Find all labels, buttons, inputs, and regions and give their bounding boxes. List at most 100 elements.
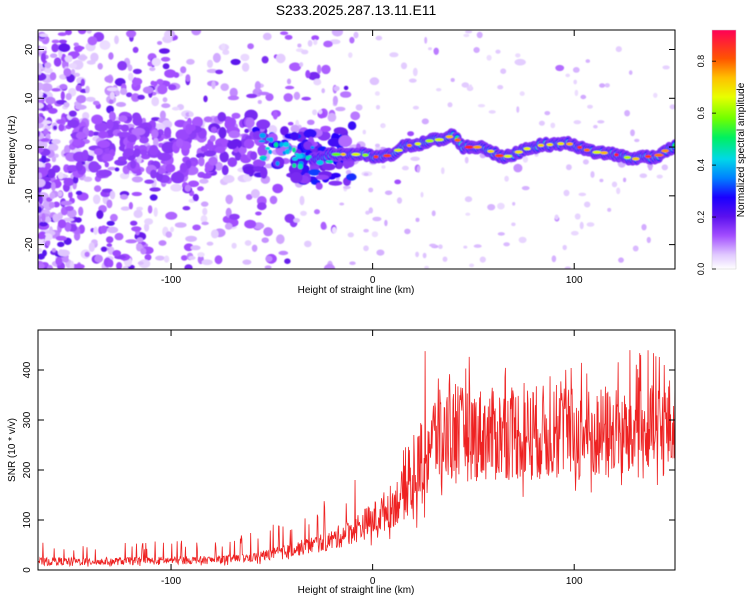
heatmap-cell xyxy=(363,245,369,252)
heatmap-cell xyxy=(91,114,103,125)
heatmap-cell xyxy=(538,120,545,126)
heatmap-cell xyxy=(244,240,252,246)
heatmap-cell xyxy=(187,180,200,188)
heatmap-cell xyxy=(265,93,274,101)
heatmap-cell xyxy=(60,91,65,101)
heatmap-cell xyxy=(574,89,579,97)
heatmap-cell xyxy=(201,259,213,266)
heatmap-cell xyxy=(523,147,531,151)
heatmap-cell xyxy=(264,265,272,269)
heatmap-cell xyxy=(94,185,102,193)
heatmap-cell xyxy=(618,257,624,263)
heatmap-cell xyxy=(151,129,159,139)
heatmap-cell xyxy=(151,96,160,107)
heatmap-cell xyxy=(494,154,504,158)
heatmap-cell xyxy=(125,239,138,244)
heatmap-cell xyxy=(363,172,369,176)
heatmap-cell xyxy=(71,68,76,75)
heatmap-cell xyxy=(433,47,439,55)
heatmap-cell xyxy=(374,91,380,96)
heatmap-cell xyxy=(428,47,432,51)
heatmap-cell xyxy=(203,95,208,103)
heatmap-cell xyxy=(65,93,72,101)
heatmap-cell xyxy=(272,110,278,120)
heatmap-cell xyxy=(349,261,356,266)
heatmap-cell xyxy=(261,56,269,64)
heatmap-cell xyxy=(566,142,574,146)
heatmap-cell xyxy=(165,163,176,173)
heatmap-cell xyxy=(381,165,386,169)
heatmap-cell xyxy=(275,53,286,64)
heatmap-cell xyxy=(304,240,312,248)
heatmap-cell xyxy=(171,171,185,184)
heatmap-cell xyxy=(212,52,221,63)
heatmap-cell xyxy=(323,263,336,269)
heatmap-cell xyxy=(139,136,149,144)
heatmap-cell xyxy=(214,255,223,265)
heatmap-cell xyxy=(312,109,318,116)
heatmap-cell xyxy=(120,194,128,200)
heatmap-cell xyxy=(351,152,361,156)
heatmap-cell xyxy=(244,219,257,229)
heatmap-cell xyxy=(301,96,312,101)
heatmap-cell xyxy=(441,167,445,175)
heatmap-cell xyxy=(174,222,187,228)
heatmap-cell xyxy=(331,226,337,234)
heatmap-cell xyxy=(515,53,521,58)
heatmap-cell xyxy=(120,88,128,95)
heatmap-cell xyxy=(445,135,454,139)
heatmap-cell xyxy=(488,110,496,114)
heatmap-cell xyxy=(175,129,190,141)
heatmap-cell xyxy=(68,110,77,117)
heatmap-cell xyxy=(258,139,266,143)
heatmap-cell xyxy=(142,86,154,94)
heatmap-cell xyxy=(102,153,114,162)
snr-axes: -100 0 100 0 100 200 300 400 xyxy=(22,330,675,587)
heatmap-cell xyxy=(58,39,67,44)
heatmap-cell xyxy=(106,119,114,130)
heatmap-cell xyxy=(165,231,172,238)
heatmap-cell xyxy=(243,138,255,149)
heatmap-cell xyxy=(38,146,44,154)
heatmap-cell xyxy=(184,264,193,269)
heatmap-cell xyxy=(431,210,436,217)
heatmap-cell xyxy=(245,117,255,128)
heatmap-cell xyxy=(301,49,309,55)
heatmap-cell xyxy=(158,240,167,246)
heatmap-cell xyxy=(58,249,64,256)
heatmap-cell xyxy=(199,178,209,184)
heatmap-cell xyxy=(131,226,142,232)
heatmap-cell xyxy=(184,184,191,192)
heatmap-cell xyxy=(408,78,417,83)
heatmap-cell xyxy=(318,109,323,115)
heatmap-cell xyxy=(313,78,322,86)
heatmap-cell xyxy=(331,172,341,179)
snr-panel: -100 0 100 0 100 200 300 400 Height of straight… xyxy=(7,329,676,596)
heatmap-cell xyxy=(384,219,388,227)
heatmap-cell xyxy=(384,190,393,196)
snr-x-tick-label: -100 xyxy=(161,576,181,587)
heatmap-cell xyxy=(273,142,279,148)
heatmap-cell xyxy=(93,226,98,235)
heatmap-cell xyxy=(292,147,296,153)
heatmap-cell xyxy=(321,163,336,171)
heatmap-cell xyxy=(592,150,602,154)
heatmap-cell xyxy=(257,100,262,104)
heatmap-cell xyxy=(64,55,73,63)
heatmap-cell xyxy=(473,244,482,248)
heatmap-cell xyxy=(537,143,545,147)
heatmap-cell xyxy=(131,127,146,136)
heatmap-cell xyxy=(97,130,109,139)
heatmap-cell xyxy=(653,92,658,98)
heatmap-cell xyxy=(284,148,290,155)
heatmap-cell xyxy=(55,235,67,241)
heatmap-cell xyxy=(117,156,128,162)
heatmap-x-axis-label: Height of straight line (km) xyxy=(298,285,415,296)
heatmap-cell xyxy=(661,149,669,153)
heatmap-cell xyxy=(88,161,100,173)
heatmap-cell xyxy=(185,112,190,117)
heatmap-cell xyxy=(38,130,41,137)
heatmap-cell xyxy=(48,107,58,114)
heatmap-cell xyxy=(469,263,475,268)
